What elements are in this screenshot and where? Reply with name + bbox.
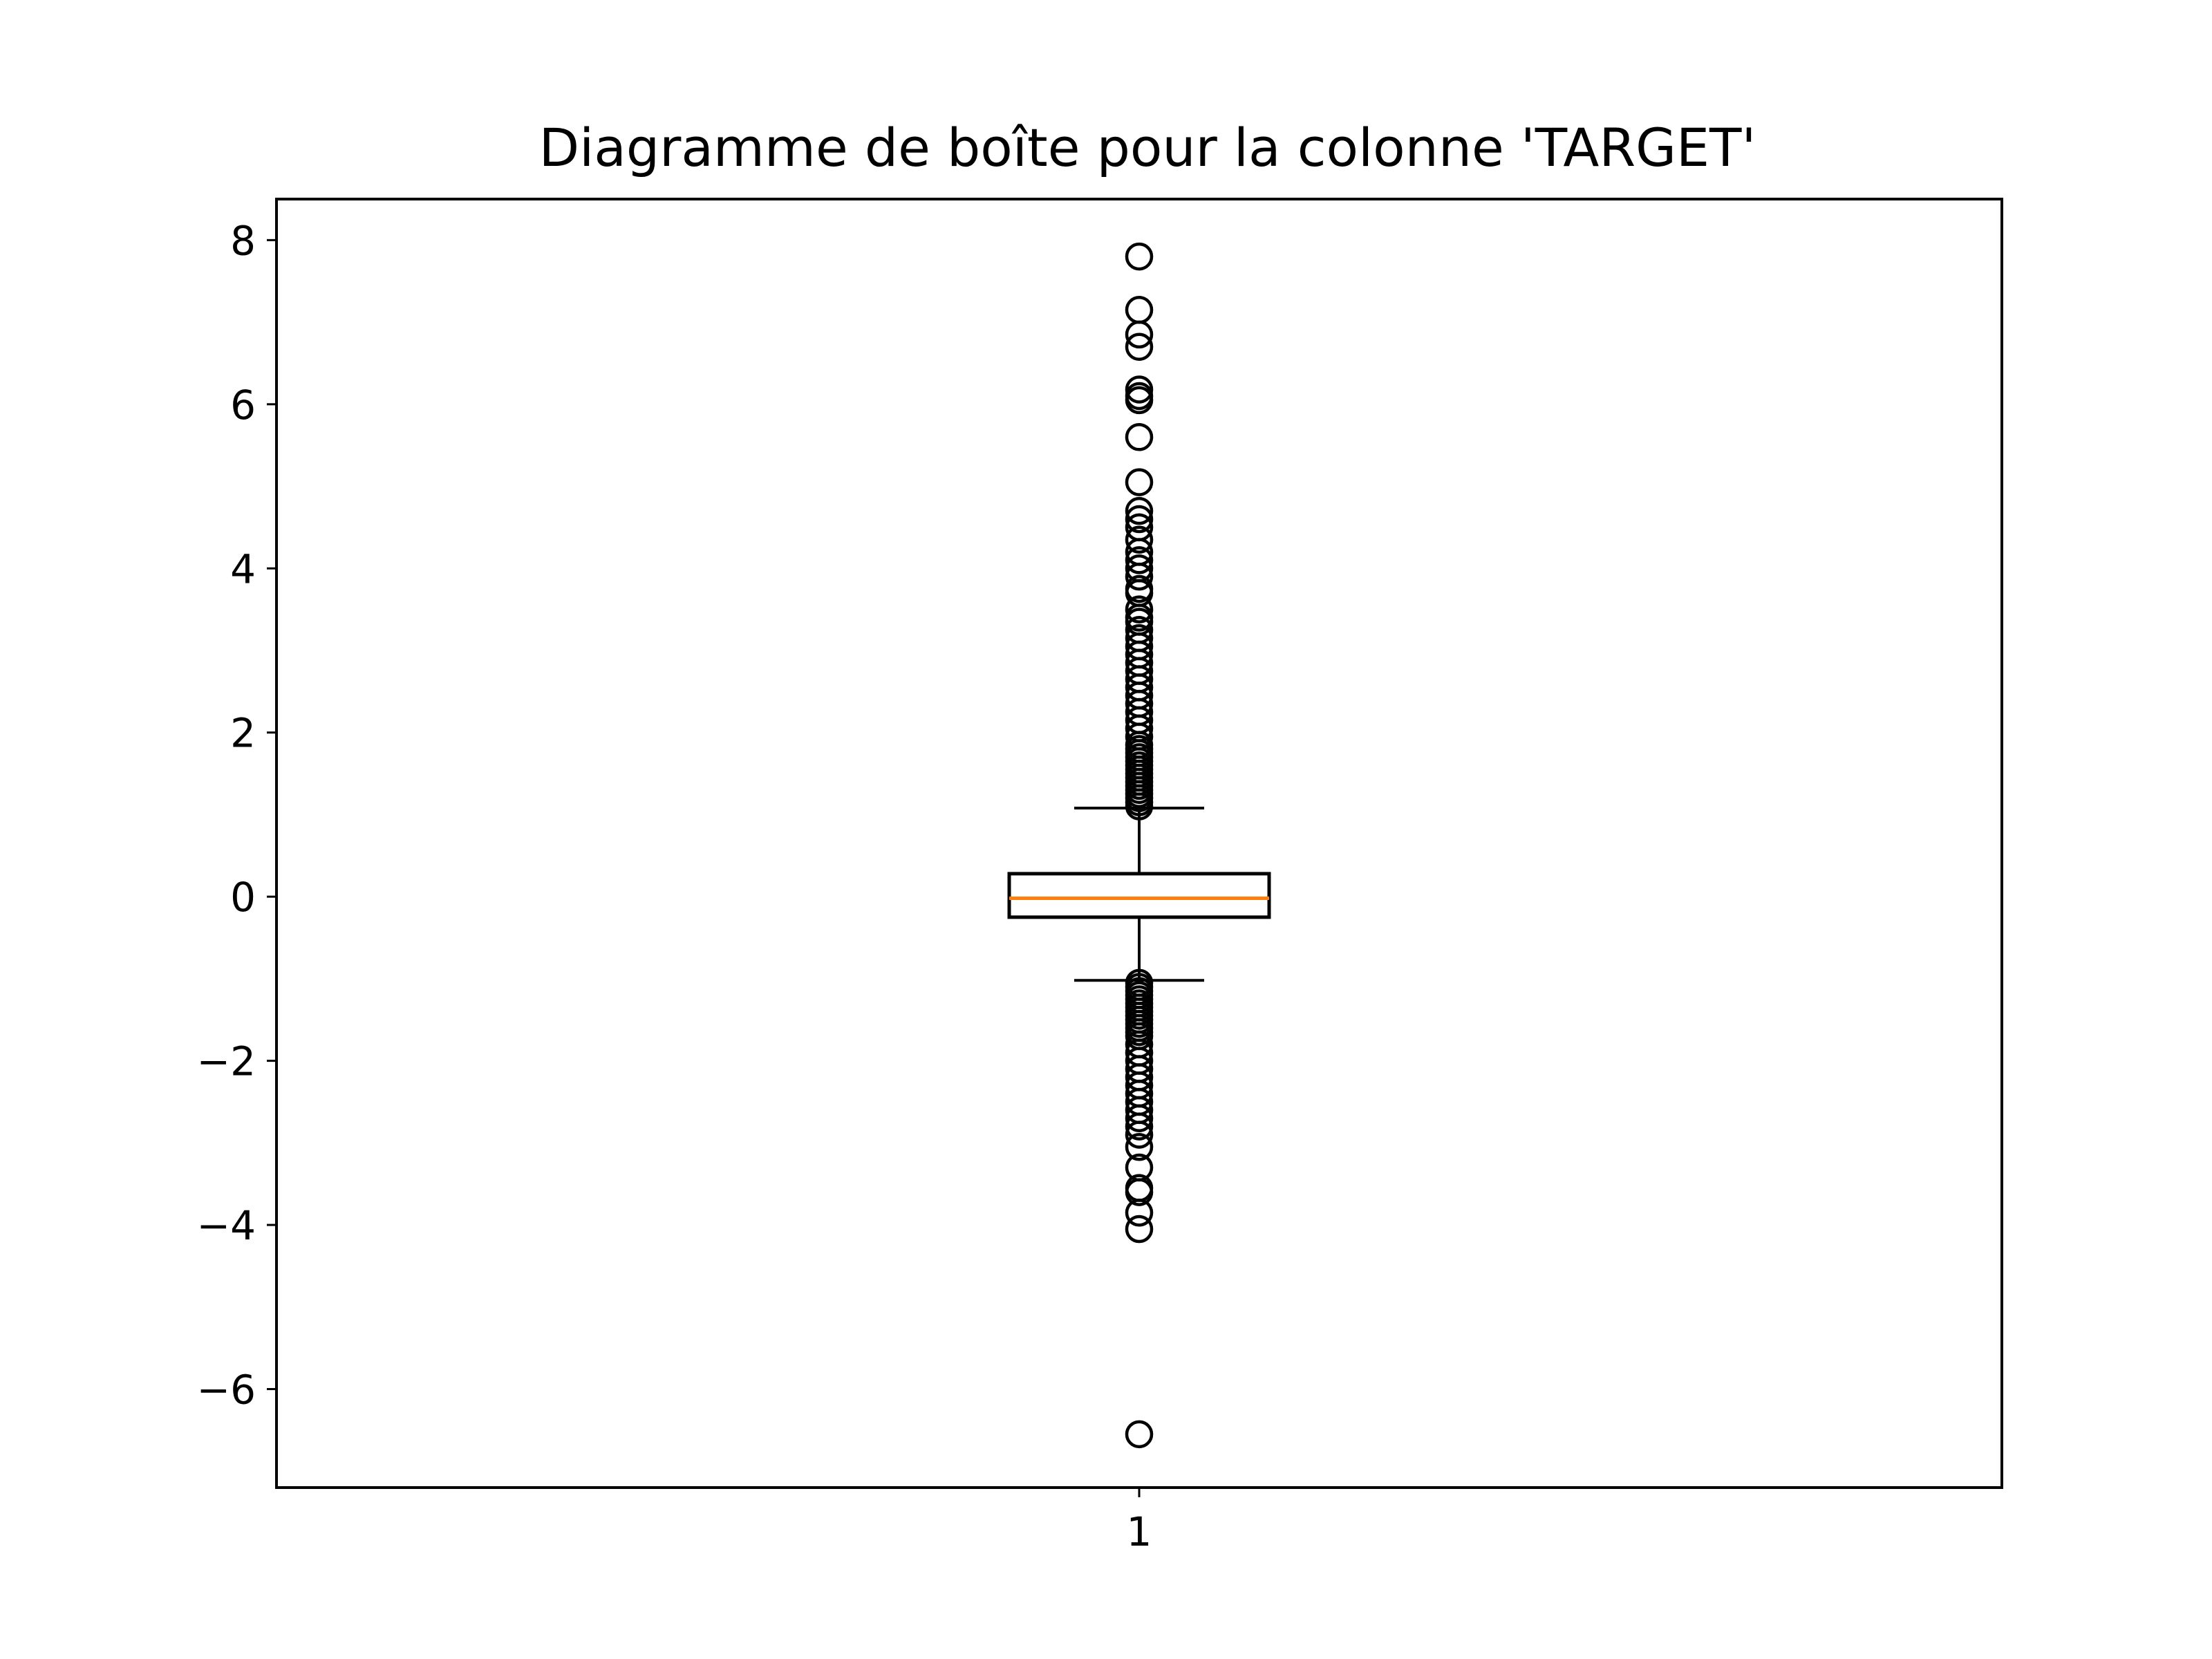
outlier-point — [1125, 505, 1154, 534]
outlier-point — [1125, 423, 1154, 451]
y-tick-label: 8 — [230, 217, 256, 264]
outlier-point — [1125, 296, 1154, 324]
interquartile-box — [1007, 872, 1271, 919]
y-tick-label: 6 — [230, 382, 256, 429]
outlier-point — [1125, 525, 1154, 554]
y-tick-label: −2 — [197, 1038, 256, 1085]
outlier-point — [1125, 1133, 1154, 1161]
outlier-point — [1125, 1178, 1154, 1206]
outlier-point — [1125, 496, 1154, 525]
chart-title: Diagramme de boîte pour la colonne 'TARG… — [539, 117, 1756, 178]
outlier-point — [1125, 375, 1154, 404]
y-tick-label: −6 — [197, 1367, 256, 1414]
y-tick-label: 2 — [230, 710, 256, 757]
outlier-point — [1125, 320, 1154, 349]
plot-area — [1007, 242, 1271, 1449]
x-tick-label: 1 — [1127, 1508, 1152, 1555]
outlier-point — [1125, 1199, 1154, 1227]
outlier-point — [1125, 242, 1154, 271]
y-tick-label: 4 — [230, 545, 256, 592]
outlier-point — [1125, 1104, 1154, 1132]
outlier-point — [1125, 1420, 1154, 1449]
outlier-point — [1125, 1215, 1154, 1244]
x-axis: 1 — [1127, 1488, 1152, 1555]
outlier-point — [1125, 546, 1154, 574]
outlier-point — [1125, 1112, 1154, 1141]
outlier-point — [1125, 468, 1154, 496]
outlier-point — [1125, 595, 1154, 624]
y-tick-label: 0 — [230, 874, 256, 921]
outlier-point — [1125, 792, 1154, 821]
y-axis: −6 −4 −2 0 2 4 6 8 — [197, 217, 276, 1414]
y-tick-label: −4 — [197, 1202, 256, 1249]
box-series-1 — [1007, 242, 1271, 1449]
outlier-point — [1125, 386, 1154, 415]
outlier-point — [1125, 332, 1154, 361]
outlier-point — [1125, 1121, 1154, 1149]
outlier-point — [1125, 562, 1154, 591]
